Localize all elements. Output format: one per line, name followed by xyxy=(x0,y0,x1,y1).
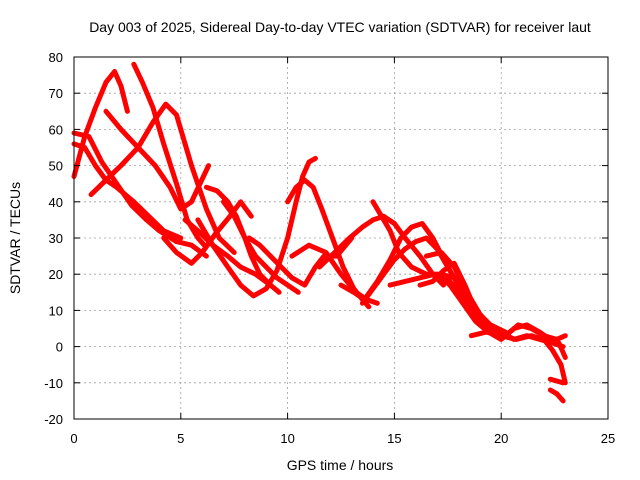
y-tick-label: 60 xyxy=(49,122,63,137)
y-tick-label: 20 xyxy=(49,267,63,282)
series-track-25 xyxy=(547,387,566,404)
series-track-13 xyxy=(285,177,372,310)
y-tick-label: 10 xyxy=(49,303,63,318)
axis-ticks: 0 5 10 15 20 25 -20 -10 0 10 20 30 40 50 60 70 80 xyxy=(44,50,615,446)
y-tick-label: 80 xyxy=(49,50,63,65)
x-tick-label: 20 xyxy=(494,431,508,446)
series-layer xyxy=(71,61,568,404)
y-tick-label: 30 xyxy=(49,231,63,246)
series-track-4 xyxy=(71,130,209,259)
x-tick-label: 15 xyxy=(387,431,401,446)
y-tick-label: -20 xyxy=(44,412,63,427)
y-tick-label: 50 xyxy=(49,159,63,174)
series-track-11 xyxy=(221,199,301,295)
series-track-22 xyxy=(434,271,568,360)
x-tick-label: 0 xyxy=(70,431,77,446)
chart-title: Day 003 of 2025, Sidereal Day-to-day VTE… xyxy=(89,19,591,35)
y-tick-label: 70 xyxy=(49,86,63,101)
series-track-3 xyxy=(88,101,237,255)
series-track-5 xyxy=(71,141,184,241)
x-tick-label: 5 xyxy=(177,431,184,446)
y-tick-label: 0 xyxy=(56,340,63,355)
x-tick-label: 25 xyxy=(601,431,615,446)
series-track-24 xyxy=(547,376,566,386)
series-track-17 xyxy=(359,235,451,306)
series-track-6 xyxy=(103,108,212,212)
series-track-2 xyxy=(131,61,207,248)
series-track-10 xyxy=(195,155,318,299)
x-axis-label: GPS time / hours xyxy=(287,457,394,473)
series-track-23 xyxy=(468,329,568,386)
y-axis-label: SDTVAR / TECUs xyxy=(7,182,23,294)
y-tick-label: -10 xyxy=(44,376,63,391)
y-tick-label: 40 xyxy=(49,195,63,210)
x-tick-label: 10 xyxy=(280,431,294,446)
